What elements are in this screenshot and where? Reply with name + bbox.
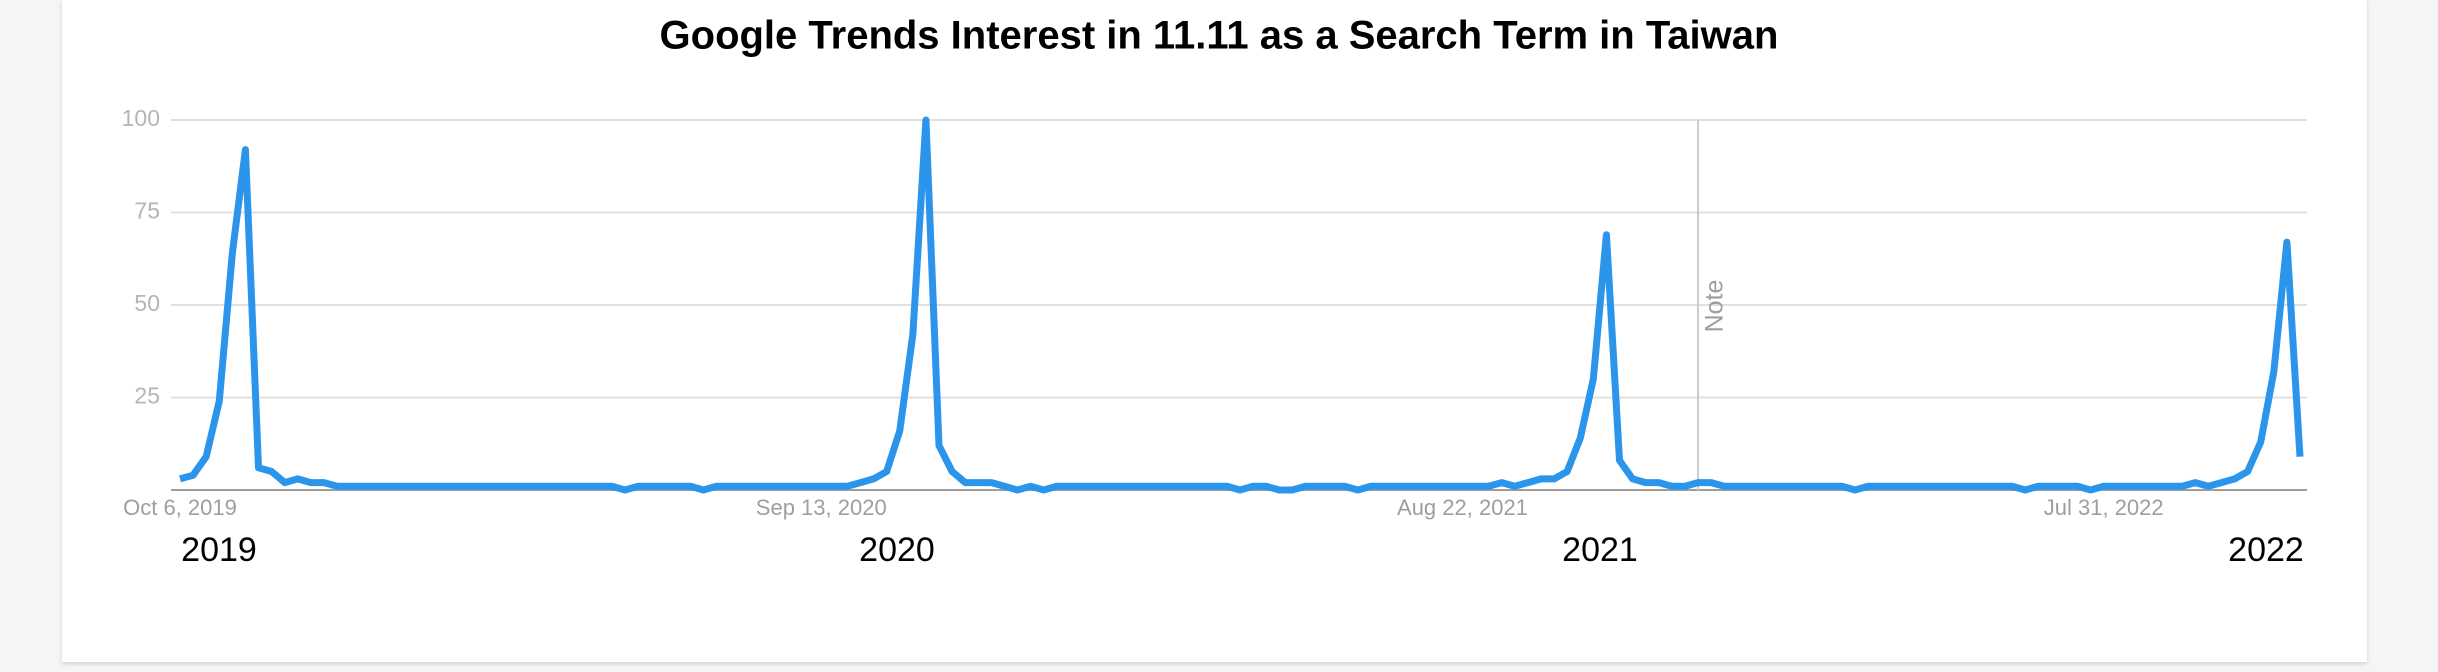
data-line [179, 116, 2304, 494]
note-label: Note [1701, 280, 1729, 333]
y-tick-label: 50 [134, 290, 160, 316]
year-label: 2021 [1562, 531, 1638, 569]
y-tick-label: 100 [122, 105, 160, 131]
x-tick-label: Oct 6, 2019 [123, 495, 237, 520]
year-label: 2019 [181, 531, 257, 569]
y-tick-label: 75 [134, 198, 160, 224]
year-label: 2020 [859, 531, 935, 569]
x-tick-label: Sep 13, 2020 [756, 495, 887, 520]
y-tick-label: 25 [134, 383, 160, 409]
x-tick-label: Aug 22, 2021 [1397, 495, 1528, 520]
chart-card [62, 0, 2367, 662]
year-label: 2022 [2228, 531, 2304, 569]
chart-title: Google Trends Interest in 11.11 as a Sea… [660, 14, 1779, 58]
x-tick-label: Jul 31, 2022 [2044, 495, 2164, 520]
